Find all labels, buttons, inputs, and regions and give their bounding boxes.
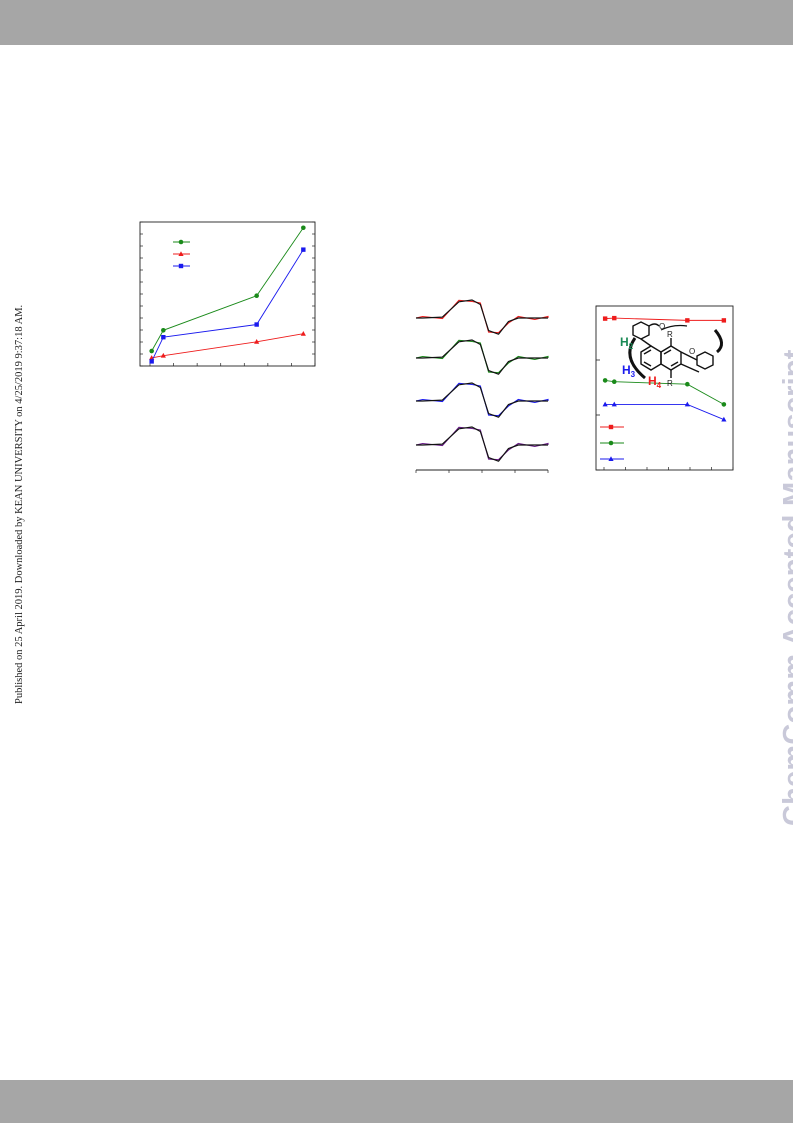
- series-line: [151, 227, 304, 352]
- spectrum-experimental: [415, 299, 549, 334]
- h4-label: H4: [648, 374, 662, 390]
- data-point: [254, 322, 259, 327]
- series-line: [151, 249, 304, 362]
- data-point: [149, 359, 154, 364]
- data-point: [602, 401, 608, 407]
- series-line: [605, 403, 725, 420]
- legend-marker: [608, 456, 614, 461]
- data-point: [300, 330, 306, 336]
- data-point: [161, 335, 166, 340]
- series-line: [605, 379, 725, 405]
- data-point: [602, 316, 608, 321]
- molecule-structure: O O R R: [628, 321, 723, 388]
- data-point: [149, 348, 154, 354]
- data-point: [301, 225, 306, 231]
- data-point: [161, 327, 166, 333]
- data-point: [721, 318, 727, 323]
- plot-frame: [595, 305, 734, 471]
- h2-label: H2: [620, 335, 634, 351]
- series-line: [151, 333, 304, 359]
- r-label-top: R: [667, 330, 673, 339]
- r-label-bottom: R: [667, 379, 673, 388]
- legend-marker: [178, 263, 184, 269]
- data-point: [254, 339, 260, 344]
- data-point: [721, 416, 727, 422]
- oxygen-label-left: O: [659, 322, 665, 331]
- data-point: [254, 293, 259, 299]
- spectrum-experimental: [415, 426, 549, 461]
- oxygen-label-right: O: [689, 347, 695, 356]
- footer-band: [0, 1080, 793, 1123]
- spectrum-fit: [416, 339, 548, 375]
- spectrum-fit: [416, 382, 548, 418]
- legend-marker: [178, 239, 184, 245]
- data-point: [602, 378, 608, 383]
- data-point: [684, 401, 690, 407]
- legend-marker: [178, 251, 184, 256]
- data-point: [611, 379, 617, 384]
- spectrum-experimental: [415, 339, 549, 374]
- legend-marker: [608, 440, 614, 446]
- data-point: [301, 247, 306, 252]
- data-point: [721, 402, 727, 407]
- header-band: [0, 0, 793, 45]
- spectrum-experimental: [415, 382, 549, 417]
- spectrum-fit: [416, 426, 548, 462]
- proton-labels: H2 H3 H4: [620, 335, 662, 390]
- h3-label: H3: [622, 363, 636, 379]
- data-point: [685, 381, 690, 387]
- series-line: [605, 317, 724, 321]
- data-point: [685, 318, 690, 323]
- data-point: [612, 315, 617, 321]
- spectrum-fit: [416, 299, 548, 335]
- legend-marker: [608, 424, 614, 430]
- data-point: [160, 352, 166, 358]
- data-point: [611, 401, 617, 407]
